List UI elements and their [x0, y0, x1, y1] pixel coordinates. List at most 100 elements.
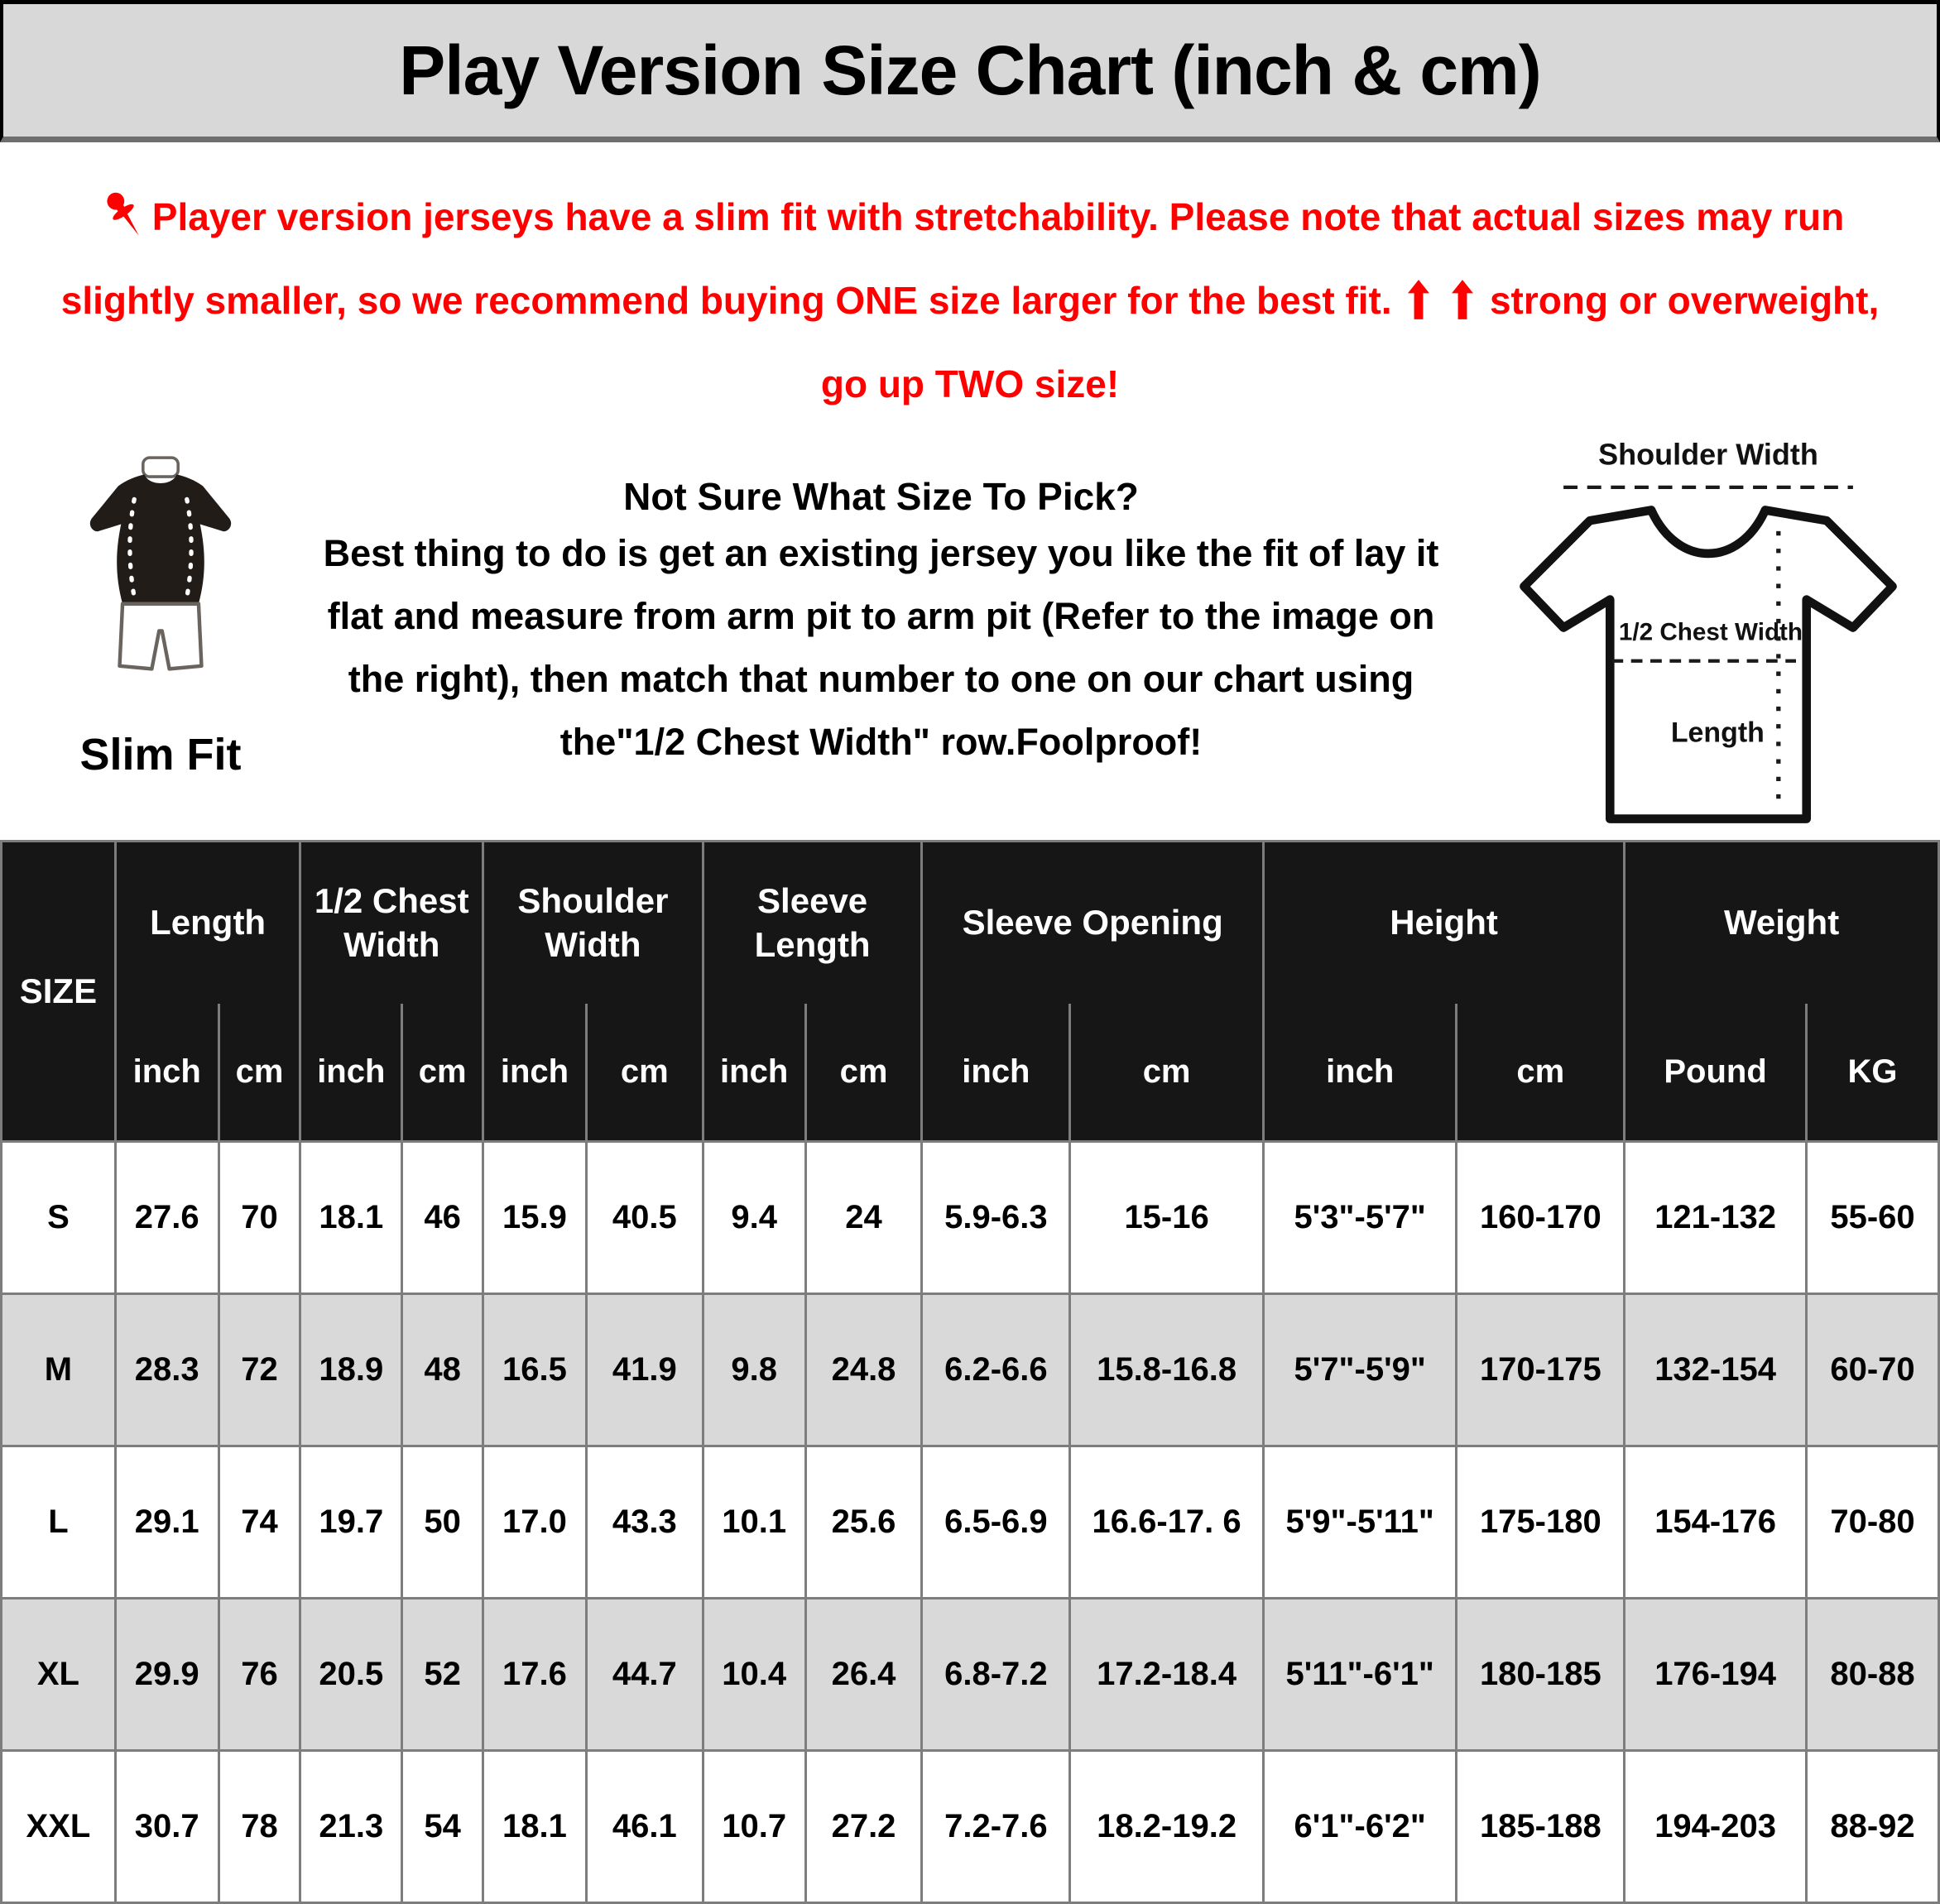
measurement-cell: 24: [804, 1140, 924, 1295]
measurement-cell: 5'7"-5'9": [1261, 1293, 1458, 1447]
subheader-cell: cm: [217, 1004, 302, 1143]
measurement-cell: 5'3"-5'7": [1261, 1140, 1458, 1295]
measurement-cell: 40.5: [584, 1140, 704, 1295]
measurement-cell: 170-175: [1455, 1293, 1626, 1447]
notice-line-1: Player version jerseys have a slim fit w…: [22, 175, 1918, 259]
measurement-cell: 78: [217, 1749, 302, 1904]
measurement-cell: 9.8: [701, 1293, 807, 1447]
measurement-cell: 76: [217, 1597, 302, 1752]
half-chest-width-label: 1/2 Chest Width: [1619, 618, 1803, 645]
measurement-cell: 21.3: [299, 1749, 404, 1904]
measurement-cell: 43.3: [584, 1445, 704, 1599]
subheader-cell: inch: [920, 1004, 1072, 1143]
measurement-cell: 29.1: [113, 1445, 220, 1599]
slim-fit-figure: Slim Fit: [0, 433, 273, 780]
measurement-cell: 50: [401, 1445, 485, 1599]
measurement-cell: 24.8: [804, 1293, 924, 1447]
advice-line: the"1/2 Chest Width" row.Foolproof!: [559, 721, 1203, 763]
measurement-cell: 18.2-19.2: [1068, 1749, 1265, 1904]
slim-fit-label: Slim Fit: [79, 730, 242, 779]
subheader-cell: inch: [482, 1004, 588, 1143]
subheader-cell: inch: [1261, 1004, 1458, 1143]
measurement-cell: 15.9: [482, 1140, 588, 1295]
measurement-cell: 30.7: [113, 1749, 220, 1904]
measurement-cell: 52: [401, 1597, 485, 1752]
measurement-cell: 18.1: [299, 1140, 404, 1295]
up-arrow-icon: [1452, 266, 1474, 319]
measurement-diagram: Shoulder Width 1/2 Chest Width Length: [1489, 433, 1940, 837]
measurement-cell: 5.9-6.3: [920, 1140, 1072, 1295]
measurement-cell: 55-60: [1804, 1140, 1940, 1295]
group-header-height: Height: [1261, 840, 1626, 1004]
notice-line-3: go up TWO size!: [22, 343, 1918, 426]
measurement-cell: 17.0: [482, 1445, 588, 1599]
measurement-cell: 74: [217, 1445, 302, 1599]
measurement-cell: 7.2-7.6: [920, 1749, 1072, 1904]
slim-fit-icon: [89, 456, 232, 671]
measurement-cell: 15-16: [1068, 1140, 1265, 1295]
notice-line-2: slightly smaller, so we recommend buying…: [22, 259, 1918, 343]
measurement-cell: 132-154: [1623, 1293, 1808, 1447]
measurement-cell: 41.9: [584, 1293, 704, 1447]
measurement-cell: 175-180: [1455, 1445, 1626, 1599]
size-cell: M: [0, 1293, 117, 1447]
size-column-header: SIZE: [0, 840, 117, 1143]
subheader-cell: KG: [1804, 1004, 1940, 1143]
measurement-cell: 10.1: [701, 1445, 807, 1599]
size-table-body: S 27.6 70 18.1 46 15.9 40.5 9.4 24 5.9-6.3 15-16 5'…: [0, 1140, 1940, 1904]
measurement-cell: 154-176: [1623, 1445, 1808, 1599]
fit-guide-section: Slim Fit Not Sure What Size To Pick? Bes…: [0, 433, 1940, 837]
measurement-cell: 6.8-7.2: [920, 1597, 1072, 1752]
measurement-cell: 44.7: [584, 1597, 704, 1752]
measurement-cell: 185-188: [1455, 1749, 1626, 1904]
group-header-sleeve-length: Sleeve Length: [701, 840, 924, 1004]
subheader-cell: cm: [1068, 1004, 1265, 1143]
measurement-cell: 121-132: [1623, 1140, 1808, 1295]
measurement-cell: 10.7: [701, 1749, 807, 1904]
measurement-cell: 80-88: [1804, 1597, 1940, 1752]
notice-text: strong or overweight,: [1489, 279, 1880, 322]
measurement-cell: 28.3: [113, 1293, 220, 1447]
subheader-cell: cm: [1455, 1004, 1626, 1143]
measurement-cell: 9.4: [701, 1140, 807, 1295]
measurement-cell: 46.1: [584, 1749, 704, 1904]
measurement-cell: 194-203: [1623, 1749, 1808, 1904]
subheader-cell: inch: [701, 1004, 807, 1143]
measurement-cell: 29.9: [113, 1597, 220, 1752]
subheader-cell: cm: [804, 1004, 924, 1143]
measurement-cell: 160-170: [1455, 1140, 1626, 1295]
measurement-cell: 70: [217, 1140, 302, 1295]
notice-text: go up TWO size!: [820, 362, 1120, 405]
shoulder-width-label: Shoulder Width: [1598, 437, 1818, 471]
advice-line: flat and measure from arm pit to arm pit…: [327, 595, 1435, 637]
pushpin-icon: [96, 189, 151, 243]
measurement-cell: 15.8-16.8: [1068, 1293, 1265, 1447]
subheader-cell: inch: [299, 1004, 404, 1143]
tshirt-diagram-icon: Shoulder Width 1/2 Chest Width Length: [1520, 437, 1897, 823]
subheader-cell: Pound: [1623, 1004, 1808, 1143]
length-label: Length: [1671, 717, 1765, 748]
group-header-weight: Weight: [1623, 840, 1940, 1004]
measurement-cell: 27.6: [113, 1140, 220, 1295]
table-row: XL 29.9 76 20.5 52 17.6 44.7 10.4 26.4 6.8-7.2 17.…: [0, 1597, 1940, 1752]
measurement-cell: 54: [401, 1749, 485, 1904]
up-arrow-icon: [1408, 266, 1430, 319]
size-cell: S: [0, 1140, 117, 1295]
table-row: XXL 30.7 78 21.3 54 18.1 46.1 10.7 27.2 7.2-7.6 18…: [0, 1749, 1940, 1904]
measurement-cell: 6'1"-6'2": [1261, 1749, 1458, 1904]
title-band: Play Version Size Chart (inch & cm): [0, 0, 1940, 142]
measurement-cell: 17.6: [482, 1597, 588, 1752]
measurement-cell: 20.5: [299, 1597, 404, 1752]
measurement-cell: 6.5-6.9: [920, 1445, 1072, 1599]
table-unit-header-row: inch cm inch cm inch cm inch cm inch cm …: [2, 1004, 1940, 1143]
measurement-cell: 26.4: [804, 1597, 924, 1752]
page-title: Play Version Size Chart (inch & cm): [399, 31, 1541, 109]
measurement-cell: 10.4: [701, 1597, 807, 1752]
measurement-cell: 17.2-18.4: [1068, 1597, 1265, 1752]
measurement-cell: 16.6-17. 6: [1068, 1445, 1265, 1599]
subheader-cell: inch: [113, 1004, 220, 1143]
table-group-header-row: SIZE Length 1/2 Chest Width Shoulder Wid…: [0, 840, 1940, 1143]
size-cell: XL: [0, 1597, 117, 1752]
notice: Player version jerseys have a slim fit w…: [0, 175, 1940, 426]
